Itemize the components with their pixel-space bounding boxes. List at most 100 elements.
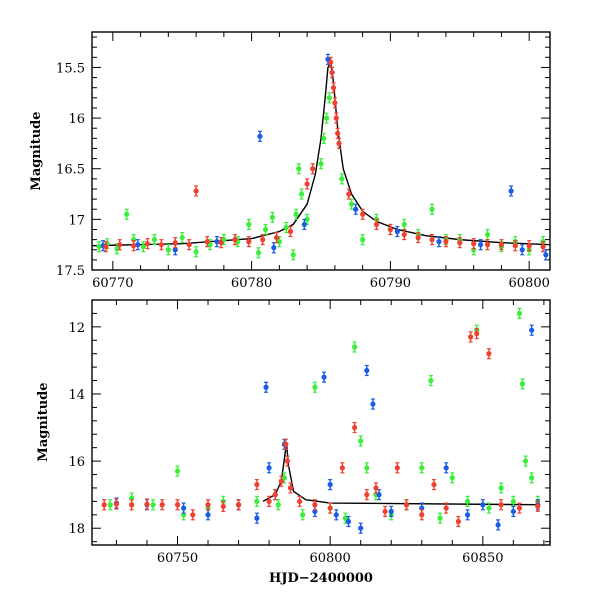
data-point — [431, 478, 437, 491]
data-point — [526, 240, 532, 252]
data-point — [543, 249, 549, 261]
data-point — [283, 438, 289, 450]
data-point — [278, 475, 284, 487]
data-point — [529, 472, 535, 484]
data-point — [246, 218, 252, 231]
x-tick-label: 60790 — [370, 276, 411, 291]
data-point — [254, 495, 260, 507]
data-point — [327, 478, 333, 491]
data-point — [260, 234, 266, 246]
data-point — [401, 218, 407, 231]
model-curve-line — [262, 442, 538, 506]
data-point — [415, 231, 421, 244]
y-tick-label: 17.5 — [56, 264, 85, 279]
panel-top: 60770 60780 60790 60800 15.5 16 16.5 17 17.5 Mag… — [29, 31, 551, 291]
data-point — [535, 500, 541, 513]
data-point — [387, 223, 393, 236]
top-y-axis-title: Magnitude — [29, 111, 44, 190]
data-point — [332, 97, 338, 109]
data-point — [321, 371, 327, 383]
data-point — [394, 462, 400, 474]
data-point — [284, 455, 291, 467]
data-point — [232, 234, 238, 246]
data-point — [429, 203, 435, 215]
data-point — [327, 502, 333, 514]
data-point — [480, 499, 486, 511]
data-point — [221, 234, 227, 246]
bottom-model-curve — [262, 442, 538, 506]
data-point — [101, 499, 107, 511]
top-model-curve — [92, 60, 550, 247]
data-point — [353, 203, 359, 215]
data-point — [370, 398, 376, 410]
data-point — [333, 112, 339, 124]
model-curve-line — [92, 60, 550, 247]
data-point — [100, 240, 106, 252]
data-point — [364, 462, 370, 474]
data-point — [388, 505, 394, 518]
data-point — [140, 241, 146, 253]
data-point — [312, 381, 318, 393]
x-tick-label: 60850 — [462, 551, 503, 566]
data-point — [540, 241, 546, 253]
data-point — [266, 462, 272, 474]
x-tick-label: 60780 — [231, 276, 272, 291]
data-point — [246, 236, 252, 248]
data-point — [512, 240, 518, 252]
data-point — [358, 435, 364, 447]
y-tick-label: 17 — [68, 213, 85, 228]
top-plot-frame — [91, 31, 551, 271]
bottom-tick-labels: 60750 60800 60850 12 14 16 18 — [68, 321, 503, 566]
x-tick-label: 60750 — [157, 551, 198, 566]
top-ticks — [92, 32, 550, 271]
data-point — [464, 495, 471, 507]
data-point — [179, 231, 185, 244]
data-point — [174, 499, 181, 511]
data-point — [275, 499, 281, 511]
data-point — [348, 198, 355, 210]
data-point — [218, 237, 224, 249]
data-point — [443, 502, 449, 514]
x-tick-label: 60800 — [309, 551, 350, 566]
data-point — [323, 112, 330, 124]
data-point — [193, 185, 199, 197]
data-point — [151, 234, 158, 246]
data-point — [455, 515, 461, 528]
data-point — [107, 499, 113, 511]
data-point — [336, 137, 342, 150]
data-point — [478, 239, 484, 251]
data-point — [486, 348, 492, 360]
data-point — [471, 238, 477, 250]
data-point — [114, 243, 120, 255]
data-point — [358, 522, 364, 534]
data-point — [131, 240, 137, 252]
data-point — [394, 225, 400, 238]
data-point — [457, 237, 463, 249]
bottom-ticks — [92, 299, 550, 545]
data-point — [329, 66, 335, 79]
data-point — [300, 509, 306, 521]
data-point — [508, 185, 514, 197]
data-point — [519, 244, 525, 256]
data-point — [312, 499, 318, 511]
data-point — [522, 455, 529, 467]
y-tick-label: 16 — [68, 112, 85, 127]
data-point — [254, 478, 260, 491]
data-point — [181, 502, 187, 514]
data-point — [186, 239, 192, 251]
data-point — [468, 331, 474, 343]
data-point — [443, 462, 449, 474]
data-point — [283, 221, 289, 234]
top-tick-labels: 60770 60780 60790 60800 15.5 16 16.5 17 17.5 — [56, 61, 550, 291]
data-point — [429, 234, 435, 246]
data-point — [428, 374, 434, 387]
data-point — [304, 178, 310, 190]
data-point — [360, 208, 366, 220]
data-point — [293, 208, 299, 220]
data-point — [529, 324, 535, 336]
data-point — [304, 213, 310, 225]
top-data-points — [96, 53, 549, 261]
y-tick-label: 15.5 — [56, 61, 85, 76]
data-point — [373, 482, 379, 494]
